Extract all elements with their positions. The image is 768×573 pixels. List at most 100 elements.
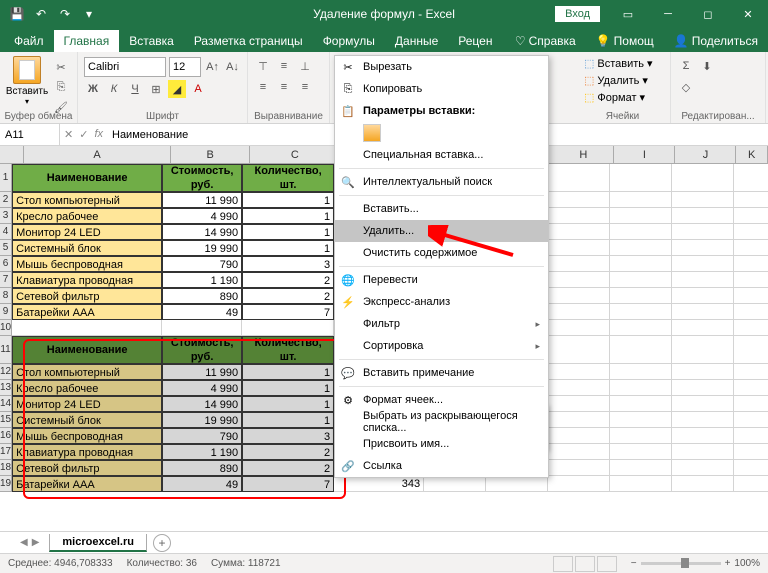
cell[interactable]: Кресло рабочее xyxy=(12,380,162,396)
align-left-icon[interactable]: ≡ xyxy=(254,78,272,96)
cell[interactable]: 3 xyxy=(242,428,334,444)
save-icon[interactable]: 💾 xyxy=(6,3,28,25)
cell[interactable] xyxy=(610,320,672,336)
cell[interactable] xyxy=(548,336,610,364)
cell[interactable]: Мышь беспроводная xyxy=(12,256,162,272)
cell[interactable] xyxy=(734,460,768,476)
row-header[interactable]: 19 xyxy=(0,476,12,492)
autosum-icon[interactable]: Σ xyxy=(677,57,695,75)
cell[interactable]: Количество, шт. xyxy=(242,164,334,192)
cell[interactable] xyxy=(610,288,672,304)
login-button[interactable]: Вход xyxy=(555,6,600,22)
cell[interactable]: 1 xyxy=(242,224,334,240)
ctx-filter[interactable]: Фильтр▸ xyxy=(335,313,548,335)
cancel-formula-icon[interactable]: ✕ xyxy=(64,128,73,141)
underline-button[interactable]: Ч xyxy=(126,80,144,98)
cell[interactable] xyxy=(610,224,672,240)
cell[interactable] xyxy=(12,320,162,336)
cell[interactable] xyxy=(672,304,734,320)
font-select[interactable] xyxy=(84,57,166,77)
cell[interactable] xyxy=(734,336,768,364)
shrink-font-icon[interactable]: A↓ xyxy=(224,58,241,76)
tab-assist[interactable]: 💡 Помощ xyxy=(586,30,664,52)
tab-file[interactable]: Файл xyxy=(4,30,54,52)
ctx-quick-analysis[interactable]: ⚡Экспресс-анализ xyxy=(335,291,548,313)
ctx-link[interactable]: 🔗Ссылка xyxy=(335,455,548,477)
ctx-paste-special[interactable]: Специальная вставка... xyxy=(335,144,548,166)
ctx-sort[interactable]: Сортировка▸ xyxy=(335,335,548,357)
cell[interactable] xyxy=(734,380,768,396)
cell[interactable] xyxy=(548,380,610,396)
cell[interactable] xyxy=(672,164,734,192)
maximize-icon[interactable]: ◻ xyxy=(688,0,728,28)
cell[interactable]: Кресло рабочее xyxy=(12,208,162,224)
cell[interactable] xyxy=(610,412,672,428)
sheet-prev-icon[interactable]: ◀ xyxy=(20,537,28,548)
cell[interactable] xyxy=(672,380,734,396)
tab-share[interactable]: 👤 Поделиться xyxy=(664,30,768,52)
cell[interactable]: Стоимость, руб. xyxy=(162,164,242,192)
cell[interactable]: Системный блок xyxy=(12,412,162,428)
ctx-format-cells[interactable]: ⚙Формат ячеек... xyxy=(335,389,548,411)
cell[interactable] xyxy=(672,336,734,364)
cell[interactable] xyxy=(610,364,672,380)
cell[interactable]: 49 xyxy=(162,476,242,492)
cell[interactable]: 7 xyxy=(242,304,334,320)
font-size-select[interactable] xyxy=(169,57,201,77)
cell[interactable] xyxy=(672,412,734,428)
cell[interactable]: 790 xyxy=(162,428,242,444)
cell[interactable] xyxy=(672,444,734,460)
cell[interactable]: 1 xyxy=(242,192,334,208)
cell[interactable]: Стол компьютерный xyxy=(12,192,162,208)
align-center-icon[interactable]: ≡ xyxy=(275,78,293,96)
cell[interactable] xyxy=(548,412,610,428)
col-header[interactable]: K xyxy=(736,146,768,163)
ctx-insert[interactable]: Вставить... xyxy=(335,198,548,220)
cell[interactable] xyxy=(672,192,734,208)
cell[interactable] xyxy=(548,240,610,256)
cell[interactable] xyxy=(548,320,610,336)
row-header[interactable]: 15 xyxy=(0,412,12,428)
cell[interactable] xyxy=(610,428,672,444)
cell[interactable] xyxy=(242,320,334,336)
cell[interactable] xyxy=(672,256,734,272)
cut-icon[interactable]: ✂ xyxy=(52,58,70,76)
tab-layout[interactable]: Разметка страницы xyxy=(184,30,313,52)
minimize-icon[interactable]: ─ xyxy=(648,0,688,28)
sheet-tab[interactable]: microexcel.ru xyxy=(49,534,147,552)
row-header[interactable]: 13 xyxy=(0,380,12,396)
row-header[interactable]: 6 xyxy=(0,256,12,272)
cell[interactable]: 4 990 xyxy=(162,208,242,224)
italic-button[interactable]: К xyxy=(105,80,123,98)
cell[interactable] xyxy=(610,240,672,256)
ctx-smart-lookup[interactable]: 🔍Интеллектуальный поиск xyxy=(335,171,548,193)
align-top-icon[interactable]: ⊤ xyxy=(254,57,272,75)
cell[interactable]: Наименование xyxy=(12,164,162,192)
cell[interactable] xyxy=(548,272,610,288)
cell[interactable]: 7 xyxy=(242,476,334,492)
cell[interactable] xyxy=(548,444,610,460)
tab-review[interactable]: Рецен xyxy=(448,30,502,52)
row-header[interactable]: 17 xyxy=(0,444,12,460)
cell[interactable] xyxy=(610,336,672,364)
cell[interactable]: 11 990 xyxy=(162,364,242,380)
view-layout-icon[interactable] xyxy=(575,556,595,572)
cell[interactable]: 2 xyxy=(242,272,334,288)
undo-icon[interactable]: ↶ xyxy=(30,3,52,25)
cell[interactable] xyxy=(610,164,672,192)
cell[interactable]: 3 xyxy=(242,256,334,272)
ctx-copy[interactable]: ⎘Копировать xyxy=(335,78,548,100)
cell[interactable]: 11 990 xyxy=(162,192,242,208)
cell[interactable] xyxy=(672,428,734,444)
cell[interactable]: Клавиатура проводная xyxy=(12,444,162,460)
clear-icon[interactable]: ◇ xyxy=(677,78,695,96)
view-normal-icon[interactable] xyxy=(553,556,573,572)
row-header[interactable]: 16 xyxy=(0,428,12,444)
enter-formula-icon[interactable]: ✓ xyxy=(79,128,88,141)
cell[interactable] xyxy=(548,428,610,444)
cell[interactable] xyxy=(548,256,610,272)
close-icon[interactable]: ✕ xyxy=(728,0,768,28)
cell[interactable] xyxy=(486,476,548,492)
cell[interactable]: 1 xyxy=(242,412,334,428)
cell[interactable] xyxy=(548,224,610,240)
